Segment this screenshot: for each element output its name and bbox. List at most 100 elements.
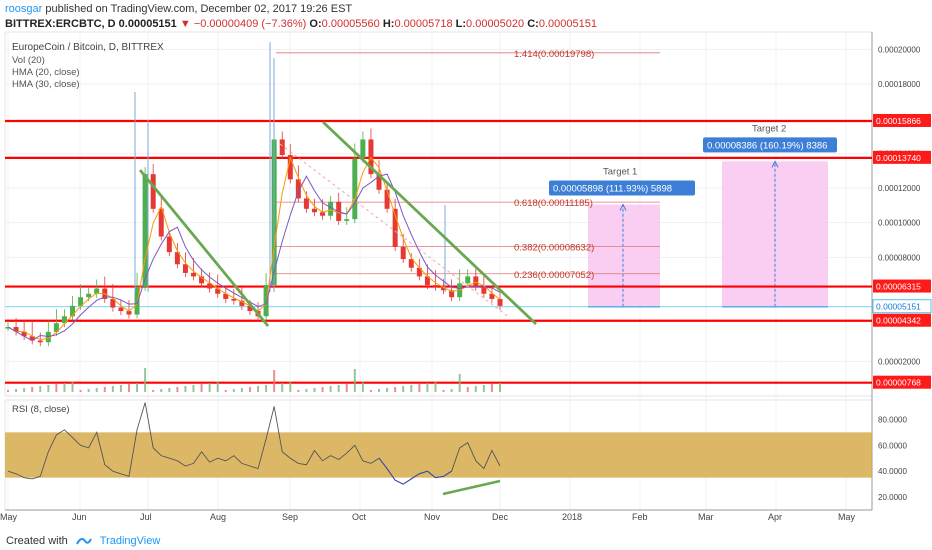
- candle-body: [303, 198, 309, 209]
- candle-body: [21, 331, 27, 337]
- trendline: [138, 169, 270, 327]
- candle-body: [215, 288, 221, 294]
- candle-body: [376, 174, 382, 190]
- volume-bar: [63, 383, 66, 392]
- volume-bar: [136, 383, 139, 392]
- fib-label: 1.414(0.00019798): [514, 49, 594, 60]
- candle-body: [497, 298, 503, 306]
- candle-body: [311, 208, 317, 213]
- down-triangle-icon: ▼: [179, 18, 191, 30]
- candle-body: [182, 264, 188, 273]
- rsi-band: [5, 432, 872, 478]
- volume-bar: [289, 382, 292, 392]
- level-price-label: 0.00004342: [876, 316, 921, 326]
- open-value: 0.00005560: [321, 18, 380, 30]
- x-tick-label: May: [0, 512, 18, 522]
- tradingview-logo-icon: [75, 537, 92, 544]
- candle-body: [441, 286, 447, 291]
- author-link[interactable]: roosgar: [5, 3, 43, 15]
- level-price-label: 0.00000768: [876, 378, 921, 388]
- volume-bar: [466, 387, 469, 392]
- x-tick-label: Oct: [352, 512, 367, 522]
- current-price-label: 0.00005151: [876, 302, 921, 312]
- candle-body: [118, 307, 124, 312]
- current-price-tag: [872, 299, 932, 314]
- volume-bar: [369, 390, 372, 392]
- open-label: O:: [309, 18, 322, 30]
- volume-bar: [111, 386, 114, 392]
- hma-30-line: [7, 173, 501, 342]
- volume-bar: [273, 370, 276, 392]
- low-value: 0.00005020: [466, 18, 525, 30]
- volume-bar: [127, 384, 130, 392]
- candle-body: [166, 236, 172, 253]
- x-tick-label: Nov: [424, 512, 441, 522]
- candle-body: [126, 311, 132, 315]
- candle-body: [295, 179, 301, 199]
- candle-body: [424, 276, 430, 286]
- volume-bar: [200, 384, 203, 392]
- candle-body: [465, 276, 471, 284]
- candle-body: [223, 293, 229, 299]
- volume-bar: [458, 374, 461, 392]
- candle-body: [70, 305, 76, 317]
- rsi-tick-label: 60.0000: [878, 441, 907, 450]
- volume-bar: [281, 383, 284, 392]
- volume-bar: [442, 390, 445, 392]
- x-tick-label: Feb: [632, 512, 648, 522]
- volume-bar: [55, 384, 58, 392]
- volume-bar: [418, 384, 421, 392]
- candle-body: [247, 305, 253, 312]
- volume-bar: [31, 387, 34, 392]
- volume-bar: [353, 369, 356, 392]
- candle-body: [5, 327, 11, 329]
- y-tick-label: 0.00012000: [878, 184, 921, 193]
- price-chart[interactable]: May Jun Jul Aug Sep Oct Nov Dec 2018 Feb Mar Apr May…: [0, 30, 932, 528]
- dotted-trendline: [279, 143, 511, 319]
- symbol-label: BITTREX:ERCBTC, D: [5, 18, 116, 30]
- candle-body: [158, 208, 164, 237]
- candle-body: [392, 208, 398, 247]
- candle-body: [174, 252, 180, 265]
- volume-bar: [79, 390, 82, 392]
- x-tick-label: Aug: [210, 512, 226, 522]
- tradingview-brand[interactable]: TradingView: [99, 534, 161, 547]
- volume-bar: [402, 386, 405, 392]
- level-price-label: 0.00013740: [876, 153, 921, 163]
- volume-bar: [160, 389, 163, 392]
- volume-bar: [103, 387, 106, 392]
- candle-body: [473, 276, 479, 287]
- candle-body: [328, 201, 334, 216]
- x-tick-label: 2018: [562, 512, 582, 522]
- volume-bar: [152, 390, 155, 392]
- high-value: 0.00005718: [394, 18, 453, 30]
- target-label: 0.00008386 (160.19%) 8386: [707, 140, 827, 151]
- candle-body: [449, 290, 455, 298]
- volume-bar: [499, 383, 501, 392]
- volume-bar: [394, 387, 397, 392]
- volume-bar: [224, 390, 227, 392]
- volume-bar: [474, 386, 477, 392]
- level-price-tag: [873, 150, 931, 164]
- volume-bar: [337, 385, 340, 392]
- level-price-tag: [873, 279, 931, 293]
- candle-body: [231, 298, 237, 301]
- volume-bar: [119, 385, 122, 392]
- volume-bar: [216, 382, 219, 392]
- legend-hma20: HMA (20, close): [12, 67, 80, 78]
- volume-bar: [7, 390, 9, 392]
- candle-body: [207, 283, 213, 289]
- volume-bar: [329, 386, 332, 392]
- volume-bar: [168, 388, 171, 392]
- target-label: 0.00005898 (111.93%) 5898: [553, 183, 672, 194]
- fib-label: 0.618(0.00011185): [514, 198, 593, 209]
- volume-bar: [192, 385, 195, 392]
- legend-title: EuropeCoin / Bitcoin, D, BITTREX: [12, 42, 164, 53]
- trendline: [322, 120, 537, 326]
- candle-body: [191, 272, 197, 277]
- volume-bar: [426, 383, 429, 392]
- rsi-oversold-line: [378, 457, 452, 485]
- volume-bar: [39, 386, 42, 392]
- target-label-box: [703, 137, 837, 153]
